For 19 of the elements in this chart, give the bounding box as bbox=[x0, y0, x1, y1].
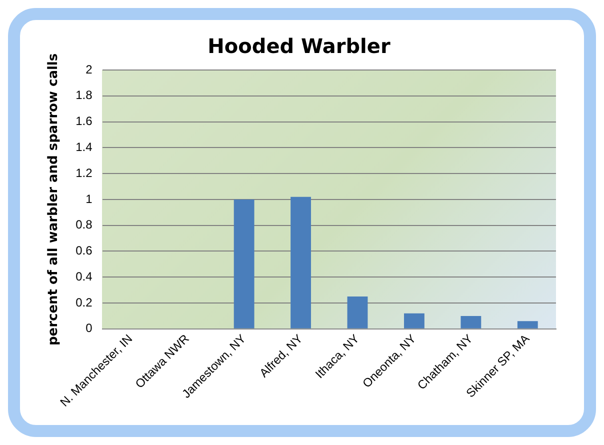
y-tick-label: 1.4 bbox=[76, 140, 93, 154]
bar bbox=[460, 316, 482, 328]
y-tick-label: 1.6 bbox=[76, 114, 93, 128]
chart-title: Hooded Warbler bbox=[208, 34, 390, 58]
bar bbox=[234, 199, 254, 328]
y-tick-label: 0.8 bbox=[76, 218, 93, 232]
bar bbox=[404, 313, 424, 328]
y-axis-title: percent of all warbler and sparrow calls bbox=[46, 53, 62, 346]
y-tick-label: 2 bbox=[86, 62, 93, 76]
y-tick-label: 0.2 bbox=[76, 295, 93, 310]
y-tick-label: 1.2 bbox=[76, 166, 93, 180]
y-tick-label: 1 bbox=[86, 192, 93, 206]
bar bbox=[517, 321, 538, 328]
y-tick-label: 1.8 bbox=[76, 88, 93, 102]
y-tick-label: 0 bbox=[86, 321, 93, 336]
y-tick-label: 0.6 bbox=[76, 244, 93, 258]
bar bbox=[290, 196, 311, 328]
bar bbox=[347, 296, 368, 328]
y-tick-label: 0.4 bbox=[76, 269, 93, 284]
